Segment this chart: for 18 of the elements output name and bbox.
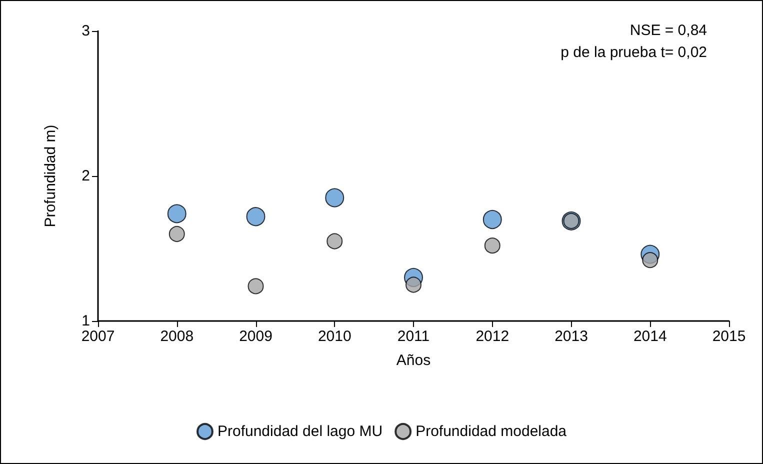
legend-label: Profundidad del lago MU [217,423,383,440]
y-tick-label: 3 [82,22,90,40]
x-tick-label: 2013 [554,328,588,345]
legend-label: Profundidad modelada [416,423,568,440]
y-tick-label: 2 [82,168,90,184]
x-tick-label: 2015 [712,328,746,345]
x-tick-label: 2012 [476,328,510,345]
y-axis-title: Profundidad m) [42,124,59,228]
x-tick-label: 2011 [397,328,430,345]
annotation: NSE = 0,84 [630,22,708,39]
y-tick-label: 1 [82,312,90,330]
annotation: p de la prueba t= 0,02 [560,44,708,61]
x-tick-label: 2010 [318,328,352,345]
x-axis-title: Años [396,352,431,369]
x-tick-label: 2007 [81,328,115,345]
x-tick-label: 2009 [239,328,272,345]
x-tick-label: 2008 [160,328,194,345]
x-tick-label: 2014 [633,328,667,345]
